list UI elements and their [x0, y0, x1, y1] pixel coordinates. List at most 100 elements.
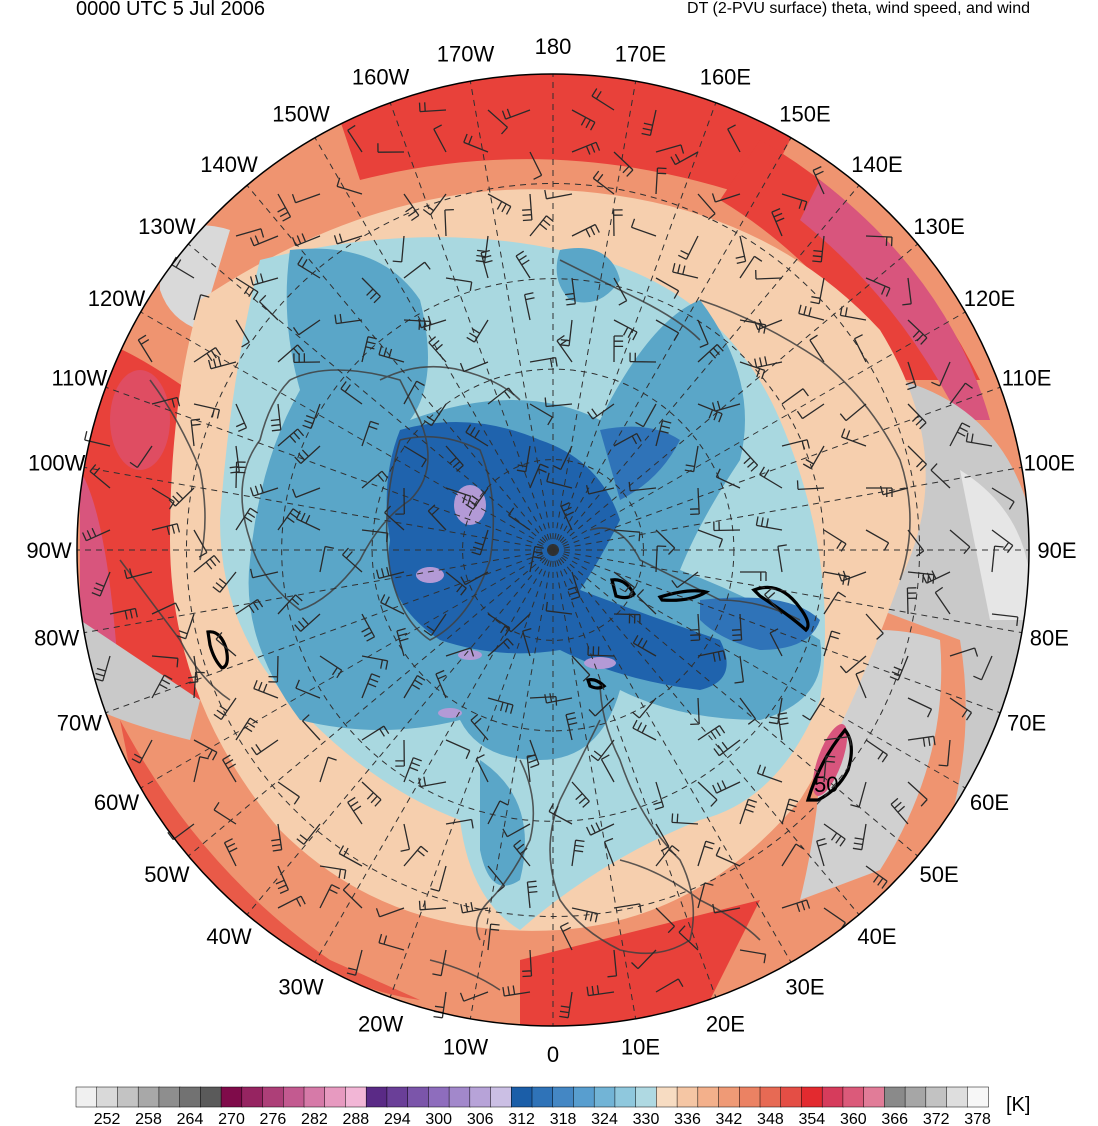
wind-barb [296, 823, 321, 845]
longitude-label: 20W [358, 1012, 403, 1037]
latitude-circle [371, 368, 735, 732]
colorbar-swatch [137, 1086, 160, 1108]
longitude-label: 70E [1007, 710, 1046, 735]
wind-barb [207, 357, 237, 370]
wind-barb [291, 193, 321, 204]
wind-barb [889, 655, 909, 681]
wind-barb [907, 403, 927, 430]
wind-barb [346, 949, 363, 976]
longitude-label: 140W [200, 152, 258, 177]
colorbar-tick-label: 282 [301, 1111, 328, 1126]
wind-barb [259, 294, 279, 321]
wind-barb [852, 823, 867, 851]
wind-barb [697, 882, 714, 909]
wind-barb [655, 545, 667, 573]
wind-barb [697, 781, 718, 807]
wind-barb [361, 277, 381, 304]
wind-barb [712, 903, 741, 914]
wind-barb [433, 991, 447, 1019]
wind-barb [361, 470, 389, 489]
longitude-label: 100E [1024, 451, 1075, 476]
wind-barb [571, 223, 600, 238]
wind-barb [613, 432, 642, 447]
colorbar-swatch [96, 1086, 119, 1108]
longitude-label: 110E [1002, 366, 1052, 391]
meridian-line [552, 102, 717, 551]
wind-barb [697, 840, 715, 867]
wind-barb [632, 697, 657, 719]
meridian-line [314, 549, 554, 963]
meridian-line [389, 549, 554, 998]
wind-barb [636, 588, 657, 615]
wind-barb [798, 304, 825, 321]
wind-barb [291, 233, 321, 247]
wind-barb [529, 545, 544, 573]
wind-barb [167, 823, 195, 841]
wind-barb [684, 445, 699, 473]
colorbar-swatch [759, 1086, 782, 1108]
wind-barb [253, 679, 279, 699]
wind-barb [613, 529, 641, 542]
wind-barb [713, 739, 741, 757]
wind-barb [739, 798, 758, 825]
wind-barb [631, 949, 657, 970]
wind-barb [459, 991, 489, 1002]
meridian-line [552, 549, 860, 915]
wind-barb [635, 403, 657, 428]
colorbar-tick-label: 342 [716, 1111, 743, 1126]
meridian-line [246, 185, 554, 551]
wind-barb [270, 403, 282, 432]
colorbar-swatch [179, 1086, 202, 1108]
wind-barb [377, 143, 405, 153]
wind-barb [463, 133, 489, 153]
wind-barb [678, 925, 699, 951]
wind-barb [515, 250, 531, 279]
wind-barb [445, 647, 475, 657]
colorbar-tick-label: 252 [94, 1111, 121, 1126]
wind-barb [613, 319, 638, 341]
wind-barb [689, 487, 700, 516]
wind-barb [689, 613, 701, 642]
wind-barb [235, 277, 259, 300]
wind-barb [865, 529, 890, 551]
wind-barb [571, 109, 596, 131]
wind-barb [902, 277, 912, 306]
wind-barb [641, 109, 657, 137]
longitude-label: 90E [1037, 538, 1076, 563]
wind-barb [839, 655, 867, 674]
colorbar-swatch [407, 1086, 430, 1108]
wind-barb [613, 903, 642, 913]
wind-barb [585, 485, 615, 495]
wind-barb [949, 422, 971, 447]
colorbar-swatch [884, 1086, 906, 1108]
meridian-line [552, 549, 1001, 714]
wind-barb [632, 634, 657, 657]
wind-barb [655, 277, 680, 299]
longitude-label: 10E [621, 1034, 660, 1059]
wind-barb [697, 193, 716, 220]
longitude-label: 100W [28, 451, 86, 476]
wind-barb [697, 650, 726, 662]
wind-barb [168, 487, 195, 507]
wind-barb [361, 725, 390, 741]
wind-barb [922, 570, 951, 584]
wind-barb [812, 166, 825, 195]
colorbar-tick-label: 276 [260, 1111, 287, 1126]
map-boundary [76, 73, 1030, 1027]
wind-barb [347, 124, 363, 153]
meridian-line [389, 102, 554, 551]
wind-barbs [82, 88, 1019, 1019]
wind-barb [734, 655, 745, 684]
wind-barb [613, 571, 636, 596]
colorbar-tick-label: 372 [923, 1111, 950, 1126]
colorbar-swatch [448, 1086, 471, 1108]
wind-barb [739, 361, 766, 380]
wind-barb [591, 88, 615, 111]
wind-barb [235, 461, 246, 489]
colorbar-tick-label: 324 [591, 1111, 618, 1126]
wind-barb [465, 424, 489, 447]
wind-barb [380, 594, 405, 615]
wind-barb [613, 277, 628, 306]
wind-barb [403, 845, 429, 867]
longitude-label: 140E [851, 152, 902, 177]
